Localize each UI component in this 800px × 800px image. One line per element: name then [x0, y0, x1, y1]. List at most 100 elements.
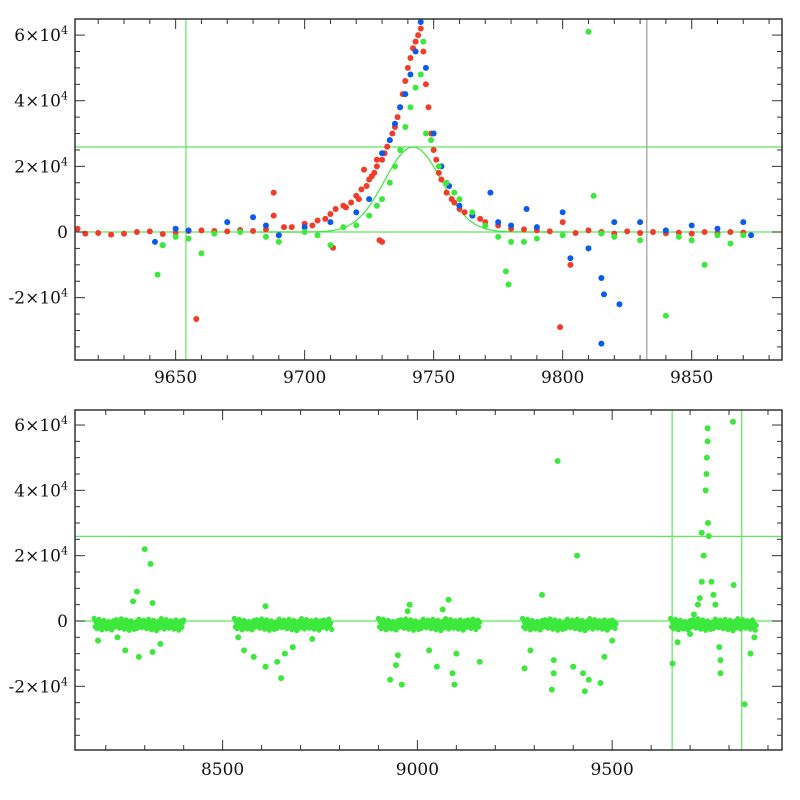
- red-data-point: [348, 199, 355, 206]
- season-baseline-point: [477, 619, 483, 625]
- green-data-point: [730, 582, 737, 589]
- green-data-point: [533, 235, 540, 242]
- red-data-point: [384, 143, 391, 150]
- y-tick-label: 4×104: [14, 90, 68, 112]
- green-data-point: [417, 71, 424, 78]
- blue-data-point: [598, 340, 605, 347]
- green-data-point: [135, 653, 142, 660]
- green-data-point: [690, 611, 697, 618]
- x-tick-label: 9750: [412, 368, 455, 388]
- green-data-point: [696, 595, 703, 602]
- green-data-point: [157, 640, 164, 647]
- green-data-point: [406, 601, 413, 608]
- green-data-point: [301, 229, 308, 236]
- red-data-point: [477, 215, 484, 222]
- red-data-point: [567, 261, 574, 268]
- green-data-point: [520, 238, 527, 245]
- green-data-point: [327, 242, 334, 249]
- red-data-point: [415, 32, 422, 39]
- blue-data-point: [397, 104, 404, 111]
- green-data-point: [198, 250, 205, 257]
- blue-data-point: [185, 227, 192, 234]
- red-data-point: [360, 166, 367, 173]
- red-data-point: [159, 230, 166, 237]
- green-data-point: [366, 212, 373, 219]
- y-tick-exponent: 4: [61, 90, 68, 103]
- green-data-point: [698, 578, 705, 585]
- x-tick-label: 9850: [670, 368, 713, 388]
- green-data-point: [422, 130, 429, 137]
- green-data-point: [698, 529, 705, 536]
- y-tick-label: 6×104: [14, 24, 68, 46]
- green-data-point: [443, 179, 450, 186]
- green-data-point: [250, 653, 257, 660]
- green-data-point: [314, 232, 321, 239]
- green-data-point: [585, 676, 592, 683]
- green-data-point: [495, 233, 502, 240]
- y-tick-times-ten: ×10: [25, 26, 61, 46]
- green-data-point: [717, 657, 724, 664]
- green-data-point: [122, 647, 129, 654]
- red-data-point: [355, 196, 362, 203]
- red-data-point: [649, 229, 656, 236]
- blue-data-point: [456, 202, 463, 209]
- green-data-point: [611, 233, 618, 240]
- red-data-point: [412, 38, 419, 45]
- y-tick-label: -2×104: [9, 675, 68, 697]
- blue-data-point: [600, 291, 607, 298]
- green-data-point: [289, 644, 296, 651]
- red-data-point: [314, 217, 321, 224]
- green-data-point: [508, 238, 515, 245]
- y-tick-label: 0: [57, 223, 68, 243]
- season-baseline-point: [613, 621, 619, 627]
- red-data-point: [461, 209, 468, 216]
- green-data-point: [451, 681, 458, 688]
- green-data-point: [274, 658, 281, 665]
- green-data-point: [373, 202, 380, 209]
- green-data-point: [521, 665, 528, 672]
- y-tick-mantissa: 6: [14, 416, 25, 436]
- green-data-point: [702, 487, 709, 494]
- green-data-point: [669, 660, 676, 667]
- red-data-point: [358, 186, 365, 193]
- red-data-point: [430, 146, 437, 153]
- red-data-point: [327, 210, 334, 217]
- x-tick-label: 9700: [283, 368, 326, 388]
- green-data-point: [398, 681, 405, 688]
- green-data-point: [609, 637, 616, 644]
- red-data-point: [402, 78, 409, 85]
- red-data-point: [417, 25, 424, 32]
- y-tick-exponent: 4: [61, 155, 68, 168]
- green-data-point: [687, 631, 694, 638]
- red-data-point: [675, 229, 682, 236]
- red-data-point: [701, 229, 708, 236]
- x-tick-label: 8500: [201, 760, 244, 780]
- season-baseline-point: [329, 626, 335, 633]
- season-baseline-point: [753, 622, 759, 629]
- y-tick-label: 6×104: [14, 414, 68, 436]
- green-data-point: [502, 268, 509, 275]
- green-data-point: [733, 624, 740, 631]
- red-data-point: [224, 228, 231, 235]
- red-data-point: [624, 228, 631, 235]
- season-baseline-point: [181, 617, 187, 623]
- plot-area: [75, 19, 782, 360]
- blue-data-point: [740, 219, 747, 226]
- y-tick-times-ten: ×10: [25, 547, 61, 567]
- blue-data-point: [567, 255, 574, 262]
- red-data-point: [572, 229, 579, 236]
- blue-data-point: [422, 64, 429, 71]
- blue-data-point: [688, 222, 695, 229]
- red-data-point: [198, 227, 205, 234]
- green-data-point: [694, 601, 701, 608]
- green-data-point: [379, 196, 386, 203]
- green-data-point: [435, 163, 442, 170]
- y-tick-mantissa: 4: [14, 92, 25, 112]
- blue-data-point: [412, 48, 419, 55]
- green-data-point: [133, 588, 140, 595]
- y-tick-mantissa: 6: [14, 26, 25, 46]
- red-data-point: [637, 229, 644, 236]
- green-data-point: [740, 232, 747, 239]
- green-data-point: [741, 701, 748, 708]
- red-data-point: [108, 231, 115, 238]
